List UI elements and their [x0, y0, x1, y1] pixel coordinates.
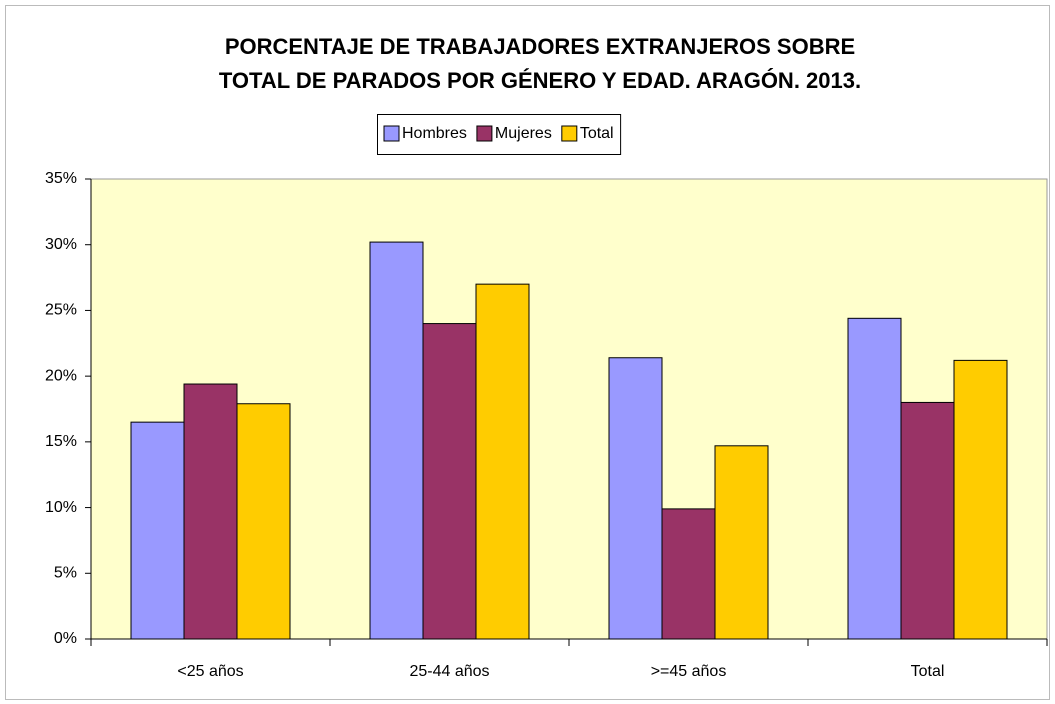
y-tick-label: 30% — [45, 236, 77, 253]
bar — [661, 508, 716, 640]
y-tick-label: 15% — [45, 433, 77, 450]
legend — [377, 114, 622, 155]
legend-label: Total — [580, 125, 614, 142]
x-tick-label: 25-44 años — [409, 663, 489, 680]
y-tick-label: 35% — [45, 170, 77, 187]
y-tick-label: 20% — [45, 367, 77, 384]
legend-label: Hombres — [402, 125, 467, 142]
chart-title: PORCENTAJE DE TRABAJADORES EXTRANJEROS S… — [225, 34, 855, 59]
y-tick-label: 5% — [54, 565, 77, 582]
bar — [608, 357, 663, 640]
x-tick-label: >=45 años — [651, 663, 727, 680]
bar — [900, 401, 955, 640]
x-tick-label: Total — [911, 663, 945, 680]
bar — [369, 241, 424, 640]
bar — [847, 317, 902, 640]
legend-swatch — [383, 125, 400, 142]
y-tick-label: 25% — [45, 302, 77, 319]
bar — [714, 445, 769, 640]
legend-label: Mujeres — [495, 125, 552, 142]
bar — [236, 403, 291, 640]
bar — [422, 323, 477, 640]
y-tick-label: 10% — [45, 499, 77, 516]
bar — [953, 359, 1008, 640]
bar — [475, 283, 530, 640]
bar — [183, 383, 238, 640]
y-tick-label: 0% — [54, 630, 77, 647]
legend-swatch — [476, 125, 493, 142]
x-tick-label: <25 años — [177, 663, 243, 680]
legend-swatch — [561, 125, 578, 142]
bar — [130, 421, 185, 640]
chart-title: TOTAL DE PARADOS POR GÉNERO Y EDAD. ARAG… — [219, 68, 861, 93]
